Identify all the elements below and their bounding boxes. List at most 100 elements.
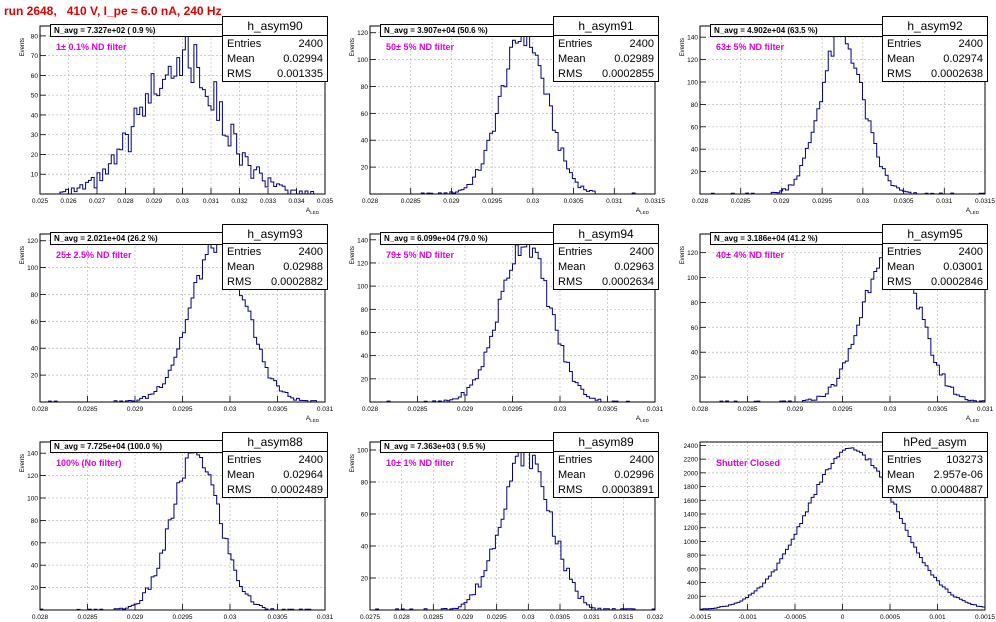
y-tick-label: 40	[361, 544, 369, 551]
x-tick-label: 0.028	[32, 406, 49, 413]
stats-box: h_asym91 Entries 2400 Mean 0.02989 RMS 0.00028…	[553, 16, 659, 82]
y-tick-label: 80	[31, 292, 39, 299]
x-tick-label: 0.001	[929, 614, 946, 621]
y-tick-label: 20	[361, 576, 369, 583]
x-tick-label: 0.0005	[880, 614, 900, 621]
x-tick-label: 0.0295	[173, 406, 193, 413]
y-tick-label: 100	[357, 57, 368, 64]
y-tick-label: 80	[691, 102, 699, 109]
filter-label: 1± 0.1% ND filter	[56, 42, 127, 52]
stats-key: Entries	[227, 246, 262, 258]
x-tick-label: 0.029	[787, 406, 804, 413]
stats-value: 0.02963	[614, 261, 654, 273]
stats-box: h_asym89 Entries 2400 Mean 0.02996 RMS 0.00038…	[553, 432, 659, 498]
y-axis-title: Events	[680, 246, 686, 264]
stats-value: 0.001335	[277, 68, 323, 80]
y-tick-label: 100	[357, 448, 368, 455]
stats-key: RMS	[227, 276, 252, 288]
stats-key: RMS	[887, 68, 912, 80]
x-tick-label: 0.032	[647, 614, 664, 621]
y-tick-label: 60	[31, 319, 39, 326]
stats-value: 0.02994	[283, 53, 323, 65]
navg-label: N_avg = 7.363e+03 ( 9.5 %)	[380, 440, 553, 453]
y-tick-label: 2000	[684, 470, 699, 477]
x-tick-label: 0.0305	[268, 614, 288, 621]
y-tick-label: 1400	[684, 512, 699, 519]
stats-box: h_asym95 Entries 2400 Mean 0.03001 RMS 0.00028…	[882, 224, 988, 290]
y-tick-label: 20	[31, 373, 39, 380]
filter-label: 10± 1% ND filter	[386, 458, 454, 468]
y-tick-label: 1800	[684, 484, 699, 491]
stats-key: Entries	[227, 454, 262, 466]
stats-key: RMS	[227, 68, 252, 80]
x-tick-label: 0.0285	[408, 406, 428, 413]
stats-row-entries: Entries 103273	[887, 453, 983, 468]
x-tick-label: 0.028	[692, 406, 709, 413]
stats-key: Entries	[887, 454, 922, 466]
stats-row-rms: RMS 0.0002855	[558, 67, 654, 82]
stats-key: Mean	[887, 53, 915, 65]
stats-key: Entries	[887, 246, 922, 258]
x-tick-label: 0.031	[584, 614, 601, 621]
x-axis-title: ALED	[966, 415, 980, 423]
y-axis-title: Events	[680, 38, 686, 56]
y-axis-title: Events	[20, 246, 26, 264]
y-tick-label: 1200	[684, 525, 699, 532]
stats-value: 2400	[958, 246, 983, 258]
x-tick-label: 0.031	[317, 406, 334, 413]
y-tick-label: 20	[691, 169, 699, 176]
x-tick-label: 0.03	[554, 406, 567, 413]
y-tick-label: 30	[31, 132, 39, 139]
stats-value: 0.0002882	[271, 276, 323, 288]
navg-label: N_avg = 4.902e+04 (63.5 %)	[710, 24, 882, 37]
x-tick-label: 0.029	[773, 198, 790, 205]
x-tick-label: 0.029	[127, 406, 144, 413]
x-tick-label: 0.0295	[487, 614, 507, 621]
stats-row-rms: RMS 0.0003891	[558, 483, 654, 498]
stats-row-rms: RMS 0.0002638	[887, 67, 983, 82]
y-tick-label: 140	[687, 35, 698, 42]
stats-row-mean: Mean 0.02996	[558, 468, 654, 483]
x-tick-label: 0.029	[443, 198, 460, 205]
y-tick-label: 600	[687, 566, 698, 573]
stats-row-mean: Mean 0.02988	[227, 260, 323, 275]
x-tick-label: 0.03	[176, 198, 189, 205]
stats-key: Entries	[558, 246, 593, 258]
x-tick-label: 0.0305	[268, 406, 288, 413]
y-tick-label: 80	[31, 33, 39, 40]
filter-label: 40± 4% ND filter	[716, 250, 784, 260]
x-tick-label: -0.0005	[784, 614, 806, 621]
stats-row-entries: Entries 2400	[227, 453, 323, 468]
x-tick-label: -0.001	[738, 614, 757, 621]
x-tick-label: 0.03	[527, 198, 540, 205]
x-tick-label: 0.0305	[598, 406, 618, 413]
stats-key: RMS	[887, 484, 912, 496]
stats-row-entries: Entries 2400	[558, 245, 654, 260]
stats-value: 103273	[946, 454, 983, 466]
y-tick-label: 80	[361, 480, 369, 487]
x-tick-label: 0.03	[522, 614, 535, 621]
y-axis-title: Events	[20, 454, 26, 472]
x-tick-label: 0.028	[117, 198, 134, 205]
y-tick-label: 140	[357, 237, 368, 244]
stats-key: RMS	[227, 484, 252, 496]
x-tick-label: 0.0015	[975, 614, 995, 621]
stats-title: h_asym91	[554, 17, 658, 36]
y-tick-label: 100	[687, 80, 698, 87]
stats-key: Mean	[558, 53, 586, 65]
navg-label: N_avg = 2.021e+04 (26.2 %)	[50, 232, 222, 245]
stats-row-entries: Entries 2400	[887, 245, 983, 260]
stats-key: RMS	[558, 68, 583, 80]
stats-box: h_asym90 Entries 2400 Mean 0.02994 RMS 0.00133…	[222, 16, 328, 82]
x-tick-label: 0.031	[317, 614, 334, 621]
x-axis-title: ALED	[306, 415, 320, 423]
stats-row-entries: Entries 2400	[558, 453, 654, 468]
stats-row-mean: Mean 0.02989	[558, 52, 654, 67]
x-tick-label: 0.0295	[173, 614, 193, 621]
stats-value: 2400	[298, 454, 323, 466]
y-tick-label: 80	[361, 84, 369, 91]
stats-box: hPed_asym Entries 103273 Mean 2.957e-06 RMS 0.…	[882, 432, 988, 498]
histogram-line	[699, 447, 986, 610]
stats-title: h_asym95	[883, 225, 987, 244]
x-tick-label: 0.0285	[738, 406, 758, 413]
